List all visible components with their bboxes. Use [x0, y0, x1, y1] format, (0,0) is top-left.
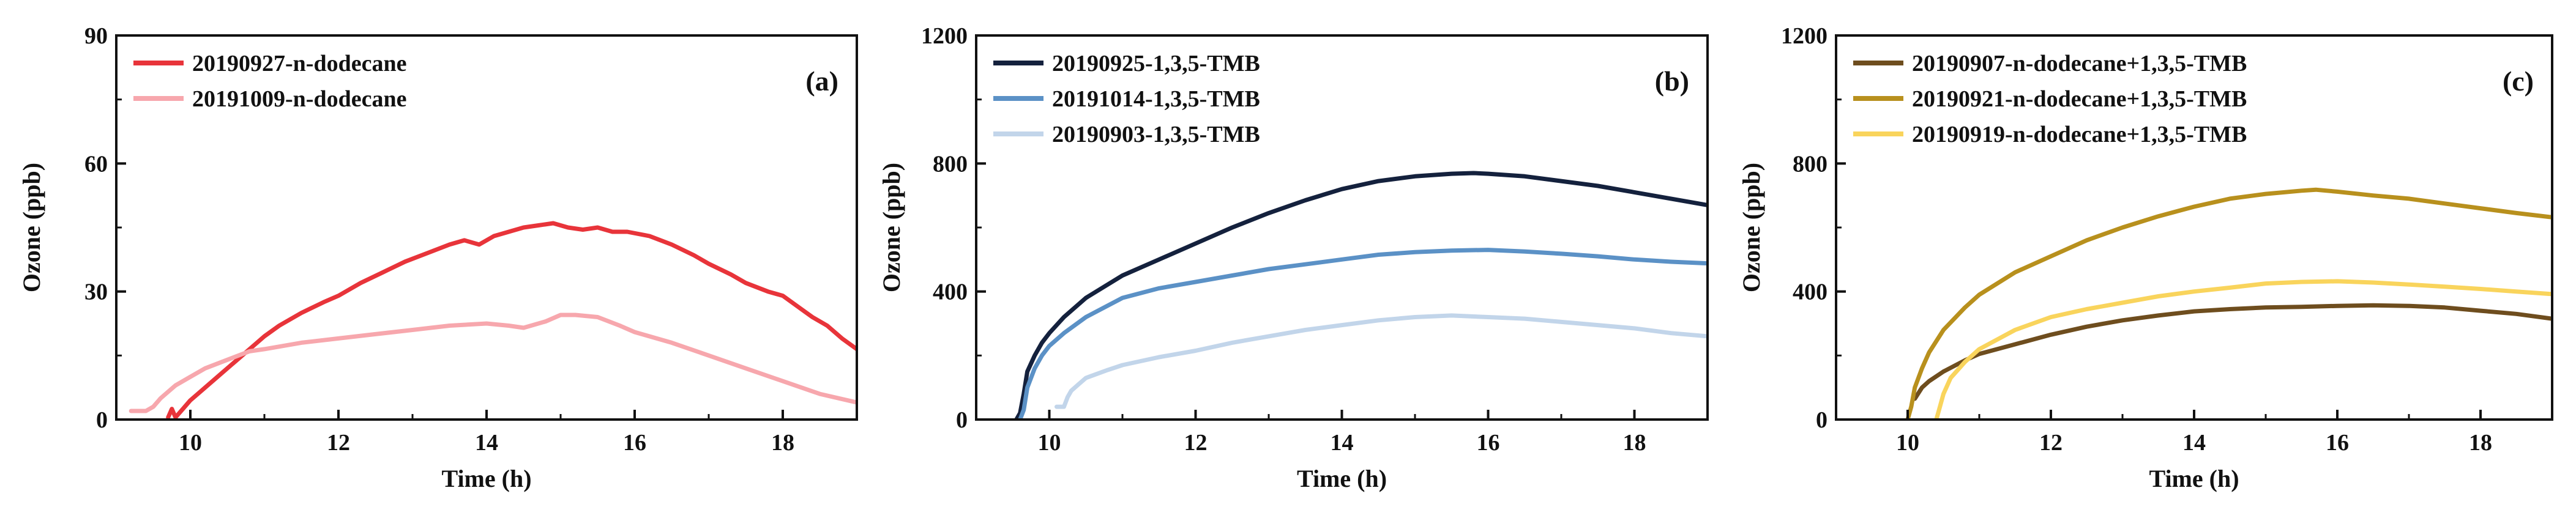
legend-label: 20191014-1,3,5-TMB: [1052, 86, 1260, 112]
x-tick-label: 16: [623, 430, 646, 456]
legend-label: 20190903-1,3,5-TMB: [1052, 122, 1260, 147]
series-line-2: [129, 313, 857, 413]
y-axis-title: Ozone (ppb): [1738, 163, 1765, 292]
x-tick-label: 12: [327, 430, 350, 456]
legend-label: 20190925-1,3,5-TMB: [1052, 51, 1260, 76]
y-tick-label: 90: [84, 23, 108, 49]
panel-label: (c): [2503, 65, 2534, 97]
y-tick-label: 800: [933, 151, 968, 177]
y-tick-label: 0: [956, 407, 968, 433]
series-line-1: [1913, 303, 2552, 401]
panel-label: (a): [805, 65, 838, 97]
legend-label: 20190921-n-dodecane+1,3,5-TMB: [1912, 86, 2247, 112]
x-tick-label: 16: [2326, 430, 2349, 456]
y-tick-label: 30: [84, 279, 108, 305]
x-tick-label: 14: [2182, 430, 2206, 456]
y-tick-label: 400: [933, 279, 968, 305]
series-line-2: [1018, 248, 1708, 420]
y-tick-label: 400: [1793, 279, 1827, 305]
y-axis-title: Ozone (ppb): [878, 163, 905, 292]
x-axis-title: Time (h): [1297, 465, 1387, 492]
y-tick-label: 60: [84, 151, 108, 177]
panel-label: (b): [1655, 65, 1689, 97]
legend-label: 20190927-n-dodecane: [192, 51, 406, 76]
x-tick-label: 10: [179, 430, 202, 456]
panel-1: 10 12 14 16 18 0 30 60 90 Time (h) Ozone (ppb) (a) 2…: [18, 23, 858, 492]
x-tick-label: 10: [1896, 430, 1919, 456]
x-tick-label: 14: [475, 430, 498, 456]
x-tick-label: 18: [1623, 430, 1646, 456]
series-line-3: [1055, 313, 1708, 409]
panel-2: 10 12 14 16 18 0 400 800 1200 Time (h) Ozone (ppb)…: [878, 23, 1709, 492]
panel-3: 10 12 14 16 18 0 400 800 1200 Time (h) Ozone (ppb)…: [1738, 23, 2553, 492]
x-tick-label: 14: [1331, 430, 1354, 456]
y-axis-title: Ozone (ppb): [18, 163, 45, 292]
x-tick-label: 18: [771, 430, 794, 456]
series-line-3: [1934, 279, 2552, 420]
x-tick-label: 18: [2469, 430, 2492, 456]
legend-label: 20190919-n-dodecane+1,3,5-TMB: [1912, 122, 2247, 147]
legend-label: 20190907-n-dodecane+1,3,5-TMB: [1912, 51, 2247, 76]
series-line-2: [1905, 187, 2552, 420]
x-axis-title: Time (h): [441, 465, 531, 492]
y-tick-label: 1200: [921, 23, 968, 49]
series-line-1: [1014, 171, 1708, 420]
x-tick-label: 12: [2039, 430, 2063, 456]
series-line-1: [166, 221, 857, 420]
y-tick-label: 1200: [1781, 23, 1827, 49]
x-tick-label: 12: [1184, 430, 1208, 456]
x-tick-label: 10: [1038, 430, 1061, 456]
y-tick-label: 0: [96, 407, 108, 433]
y-tick-label: 800: [1793, 151, 1827, 177]
x-axis-title: Time (h): [2149, 465, 2239, 492]
x-tick-label: 16: [1477, 430, 1500, 456]
y-tick-label: 0: [1816, 407, 1827, 433]
legend-label: 20191009-n-dodecane: [192, 86, 406, 112]
